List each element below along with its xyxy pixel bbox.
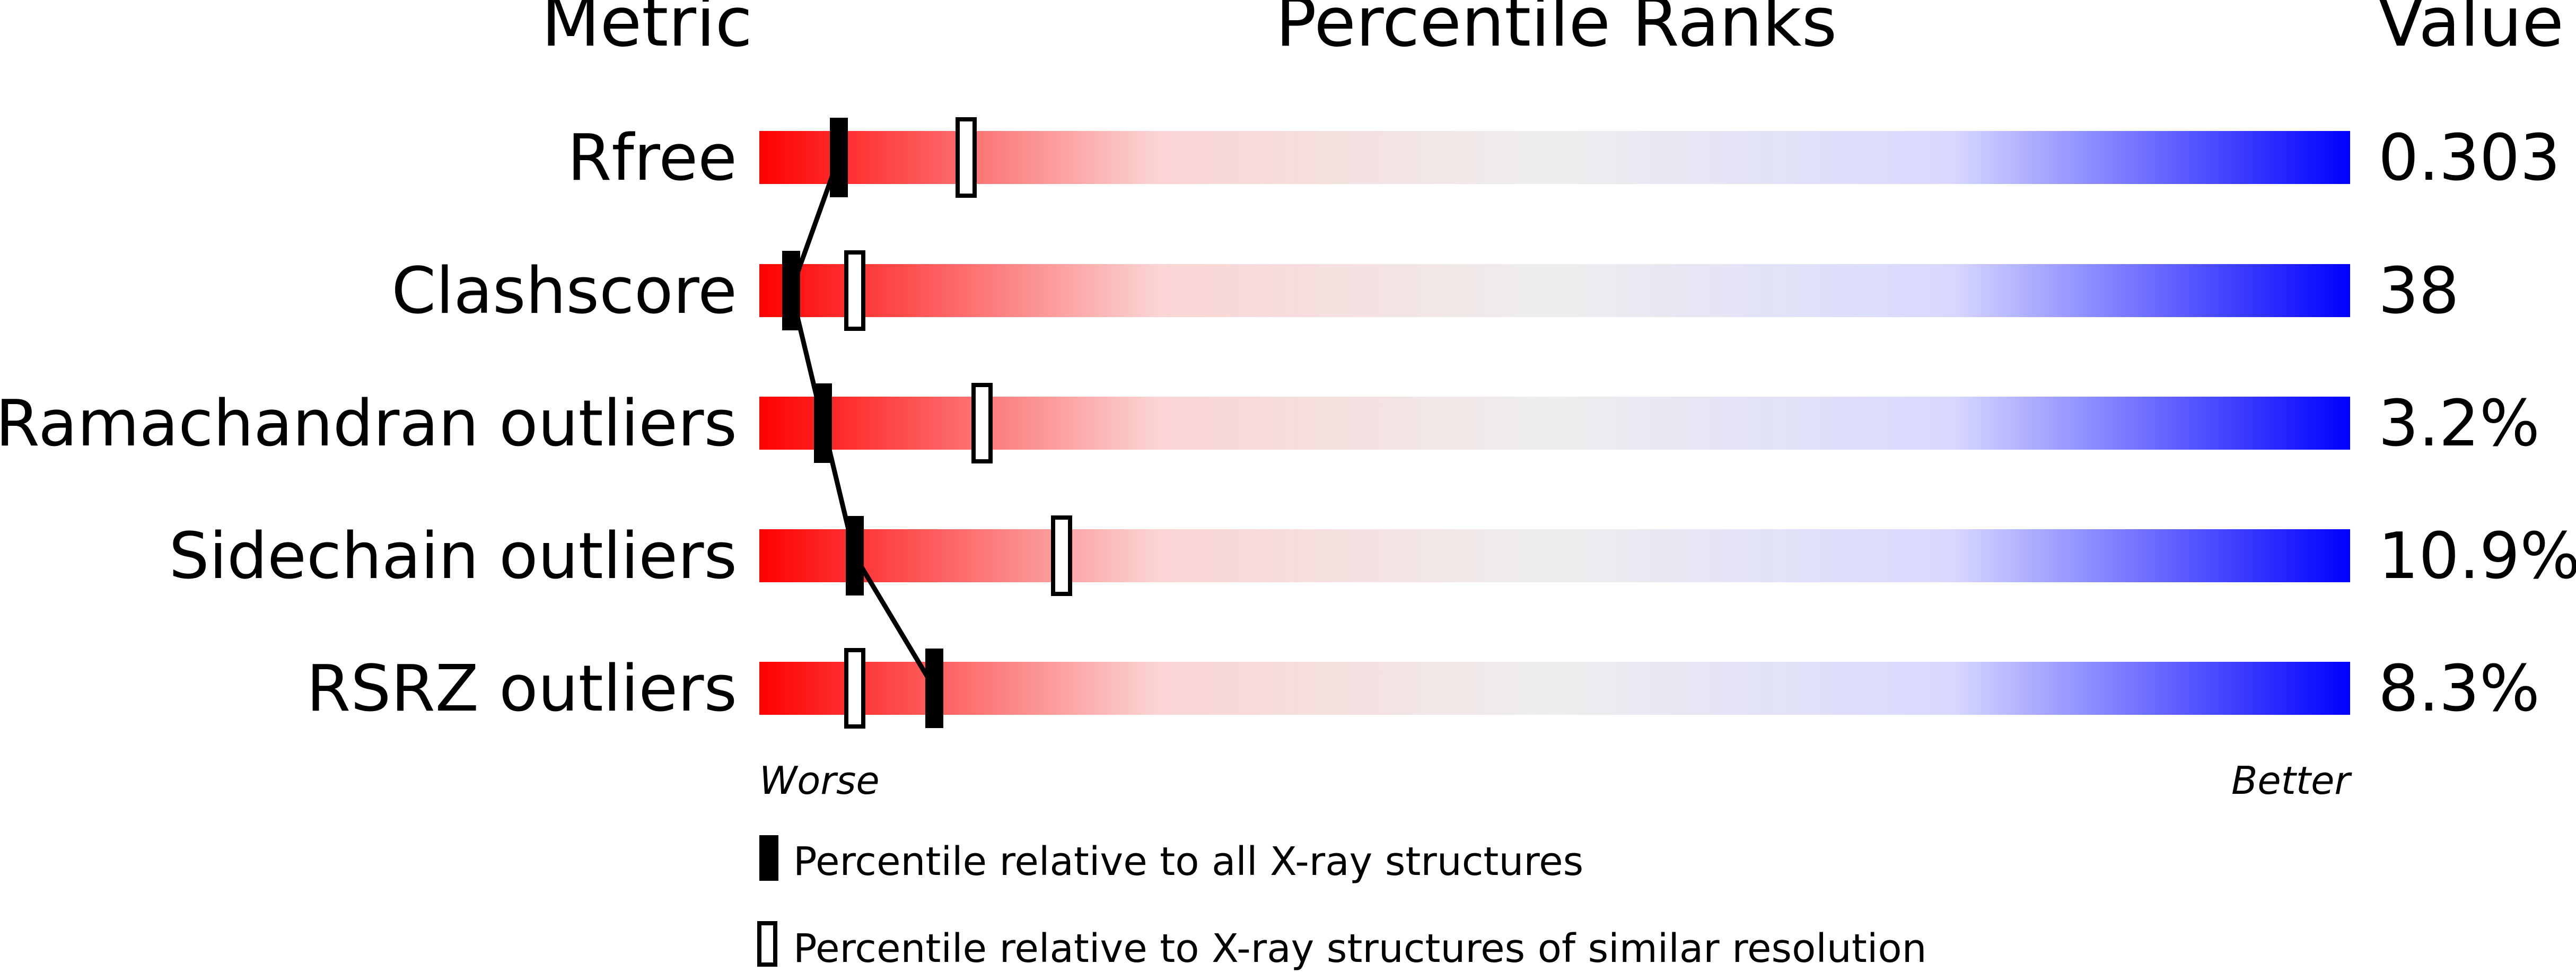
all-xray-marker-5 <box>925 649 943 728</box>
percentile-bar-rfree <box>759 131 2350 184</box>
metric-value-rsrz-outliers: 8.3% <box>2378 652 2540 726</box>
metric-value-rfree: 0.303 <box>2378 121 2561 195</box>
all-xray-marker-2 <box>782 251 800 330</box>
percentile-bar-sidechain-outliers <box>759 529 2350 582</box>
value-header: Value <box>2378 0 2564 62</box>
similar-resolution-marker-5 <box>844 648 865 729</box>
legend-all-marker <box>759 835 778 881</box>
all-xray-marker-1 <box>830 118 848 197</box>
all-xray-marker-4 <box>846 516 864 596</box>
worse-label: Worse <box>759 758 880 803</box>
legend-similar-label: Percentile relative to X-ray structures … <box>793 926 1927 971</box>
similar-resolution-marker-3 <box>971 383 993 463</box>
legend-similar-marker <box>757 921 777 967</box>
percentile-bar-clashscore <box>759 264 2350 317</box>
similar-resolution-marker-4 <box>1051 515 1072 596</box>
marker-layer <box>782 117 1072 729</box>
similar-resolution-marker-2 <box>844 250 865 331</box>
legend-all-label: Percentile relative to all X-ray structu… <box>793 839 1583 885</box>
metric-value-ramachandran-outliers: 3.2% <box>2378 387 2540 461</box>
percentile-bar-ramachandran-outliers <box>759 397 2350 450</box>
better-label: Better <box>2231 758 2352 803</box>
metric-label-ramachandran-outliers: Ramachandran outliers <box>0 387 737 461</box>
metric-value-clashscore: 38 <box>2378 255 2459 328</box>
metric-rows: Rfree 0.303 Clashscore 38 Ramachandran outli… <box>0 121 2576 726</box>
metric-label-sidechain-outliers: Sidechain outliers <box>169 520 737 593</box>
metric-label-rfree: Rfree <box>567 121 737 195</box>
chart-title: Percentile Ranks <box>1276 0 1837 62</box>
percentile-bar-rsrz-outliers <box>759 662 2350 715</box>
metric-header: Metric <box>541 0 752 62</box>
metric-value-sidechain-outliers: 10.9% <box>2378 520 2576 593</box>
metric-label-rsrz-outliers: RSRZ outliers <box>306 652 737 726</box>
all-xray-marker-3 <box>814 383 832 463</box>
similar-resolution-marker-1 <box>956 117 977 198</box>
metric-label-clashscore: Clashscore <box>391 255 737 328</box>
